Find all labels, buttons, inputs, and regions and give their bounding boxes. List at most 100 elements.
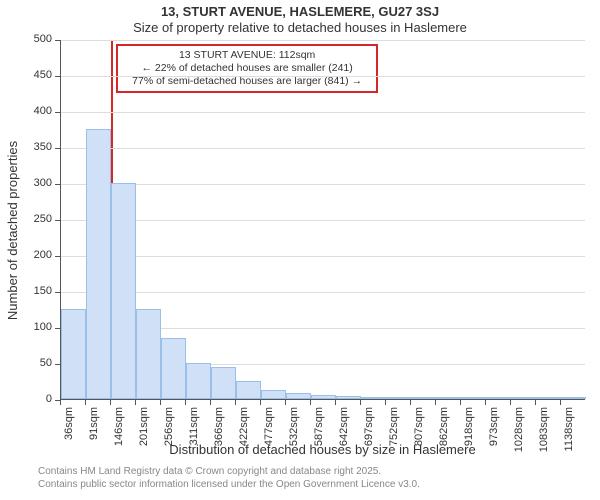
- bar: [136, 309, 161, 399]
- grid-line: [61, 220, 585, 221]
- xtick-label: 477sqm: [263, 407, 275, 457]
- bar: [311, 395, 336, 399]
- xtick-mark: [135, 400, 136, 405]
- xtick-label: 807sqm: [413, 407, 425, 457]
- xtick-mark: [185, 400, 186, 405]
- ytick-mark: [55, 256, 60, 257]
- ytick-label: 200: [22, 249, 52, 261]
- annotation-line1: 13 STURT AVENUE: 112sqm: [124, 49, 370, 62]
- ytick-label: 250: [22, 213, 52, 225]
- xtick-mark: [435, 400, 436, 405]
- chart-subtitle: Size of property relative to detached ho…: [0, 20, 600, 35]
- bar: [236, 381, 261, 399]
- bar: [61, 309, 86, 399]
- xtick-mark: [485, 400, 486, 405]
- bar: [511, 397, 536, 399]
- ytick-mark: [55, 292, 60, 293]
- xtick-label: 256sqm: [163, 407, 175, 457]
- bar: [561, 397, 586, 399]
- footer-line-2: Contains public sector information licen…: [38, 479, 420, 490]
- xtick-label: 642sqm: [338, 407, 350, 457]
- xtick-mark: [510, 400, 511, 405]
- xtick-mark: [385, 400, 386, 405]
- xtick-mark: [85, 400, 86, 405]
- bar: [211, 367, 236, 399]
- grid-line: [61, 40, 585, 41]
- ytick-label: 300: [22, 177, 52, 189]
- bar: [411, 397, 436, 399]
- xtick-label: 422sqm: [238, 407, 250, 457]
- xtick-label: 91sqm: [88, 407, 100, 457]
- bar: [486, 397, 511, 399]
- ytick-label: 0: [22, 393, 52, 405]
- bar: [161, 338, 186, 399]
- xtick-mark: [310, 400, 311, 405]
- annotation-line2: ← 22% of detached houses are smaller (24…: [124, 62, 370, 75]
- bar: [536, 397, 561, 399]
- xtick-label: 1083sqm: [538, 407, 550, 457]
- ytick-mark: [55, 328, 60, 329]
- xtick-label: 918sqm: [463, 407, 475, 457]
- xtick-label: 697sqm: [363, 407, 375, 457]
- xtick-label: 36sqm: [63, 407, 75, 457]
- xtick-mark: [560, 400, 561, 405]
- xtick-mark: [235, 400, 236, 405]
- xtick-mark: [460, 400, 461, 405]
- ytick-label: 50: [22, 357, 52, 369]
- ytick-mark: [55, 148, 60, 149]
- xtick-mark: [335, 400, 336, 405]
- xtick-label: 1138sqm: [563, 407, 575, 457]
- grid-line: [61, 76, 585, 77]
- xtick-label: 366sqm: [213, 407, 225, 457]
- bar: [436, 397, 461, 399]
- xtick-mark: [210, 400, 211, 405]
- xtick-mark: [60, 400, 61, 405]
- grid-line: [61, 112, 585, 113]
- bar: [286, 393, 311, 399]
- bar: [461, 397, 486, 399]
- ytick-label: 500: [22, 33, 52, 45]
- xtick-label: 146sqm: [113, 407, 125, 457]
- xtick-label: 862sqm: [438, 407, 450, 457]
- bar: [361, 397, 386, 399]
- ytick-label: 400: [22, 105, 52, 117]
- bar: [111, 183, 136, 399]
- xtick-label: 587sqm: [313, 407, 325, 457]
- xtick-mark: [260, 400, 261, 405]
- plot-area: 13 STURT AVENUE: 112sqm ← 22% of detache…: [60, 40, 585, 400]
- xtick-label: 311sqm: [188, 407, 200, 457]
- annotation-box: 13 STURT AVENUE: 112sqm ← 22% of detache…: [116, 44, 378, 93]
- ytick-mark: [55, 112, 60, 113]
- xtick-label: 201sqm: [138, 407, 150, 457]
- ytick-label: 150: [22, 285, 52, 297]
- footer-line-1: Contains HM Land Registry data © Crown c…: [38, 466, 381, 477]
- bar: [261, 390, 286, 399]
- xtick-mark: [360, 400, 361, 405]
- ytick-mark: [55, 40, 60, 41]
- grid-line: [61, 292, 585, 293]
- ytick-mark: [55, 364, 60, 365]
- ytick-mark: [55, 220, 60, 221]
- bar: [86, 129, 111, 399]
- ytick-label: 350: [22, 141, 52, 153]
- bar: [336, 396, 361, 399]
- ytick-label: 100: [22, 321, 52, 333]
- xtick-mark: [535, 400, 536, 405]
- bar: [386, 397, 411, 399]
- xtick-mark: [285, 400, 286, 405]
- grid-line: [61, 256, 585, 257]
- ytick-mark: [55, 76, 60, 77]
- bar: [186, 363, 211, 399]
- xtick-label: 752sqm: [388, 407, 400, 457]
- xtick-label: 532sqm: [288, 407, 300, 457]
- xtick-mark: [110, 400, 111, 405]
- grid-line: [61, 184, 585, 185]
- xtick-mark: [160, 400, 161, 405]
- xtick-label: 1028sqm: [513, 407, 525, 457]
- xtick-label: 973sqm: [488, 407, 500, 457]
- chart-container: 13, STURT AVENUE, HASLEMERE, GU27 3SJ Si…: [0, 0, 600, 500]
- ytick-mark: [55, 184, 60, 185]
- ytick-label: 450: [22, 69, 52, 81]
- chart-title: 13, STURT AVENUE, HASLEMERE, GU27 3SJ: [0, 4, 600, 19]
- y-axis-label: Number of detached properties: [6, 0, 20, 460]
